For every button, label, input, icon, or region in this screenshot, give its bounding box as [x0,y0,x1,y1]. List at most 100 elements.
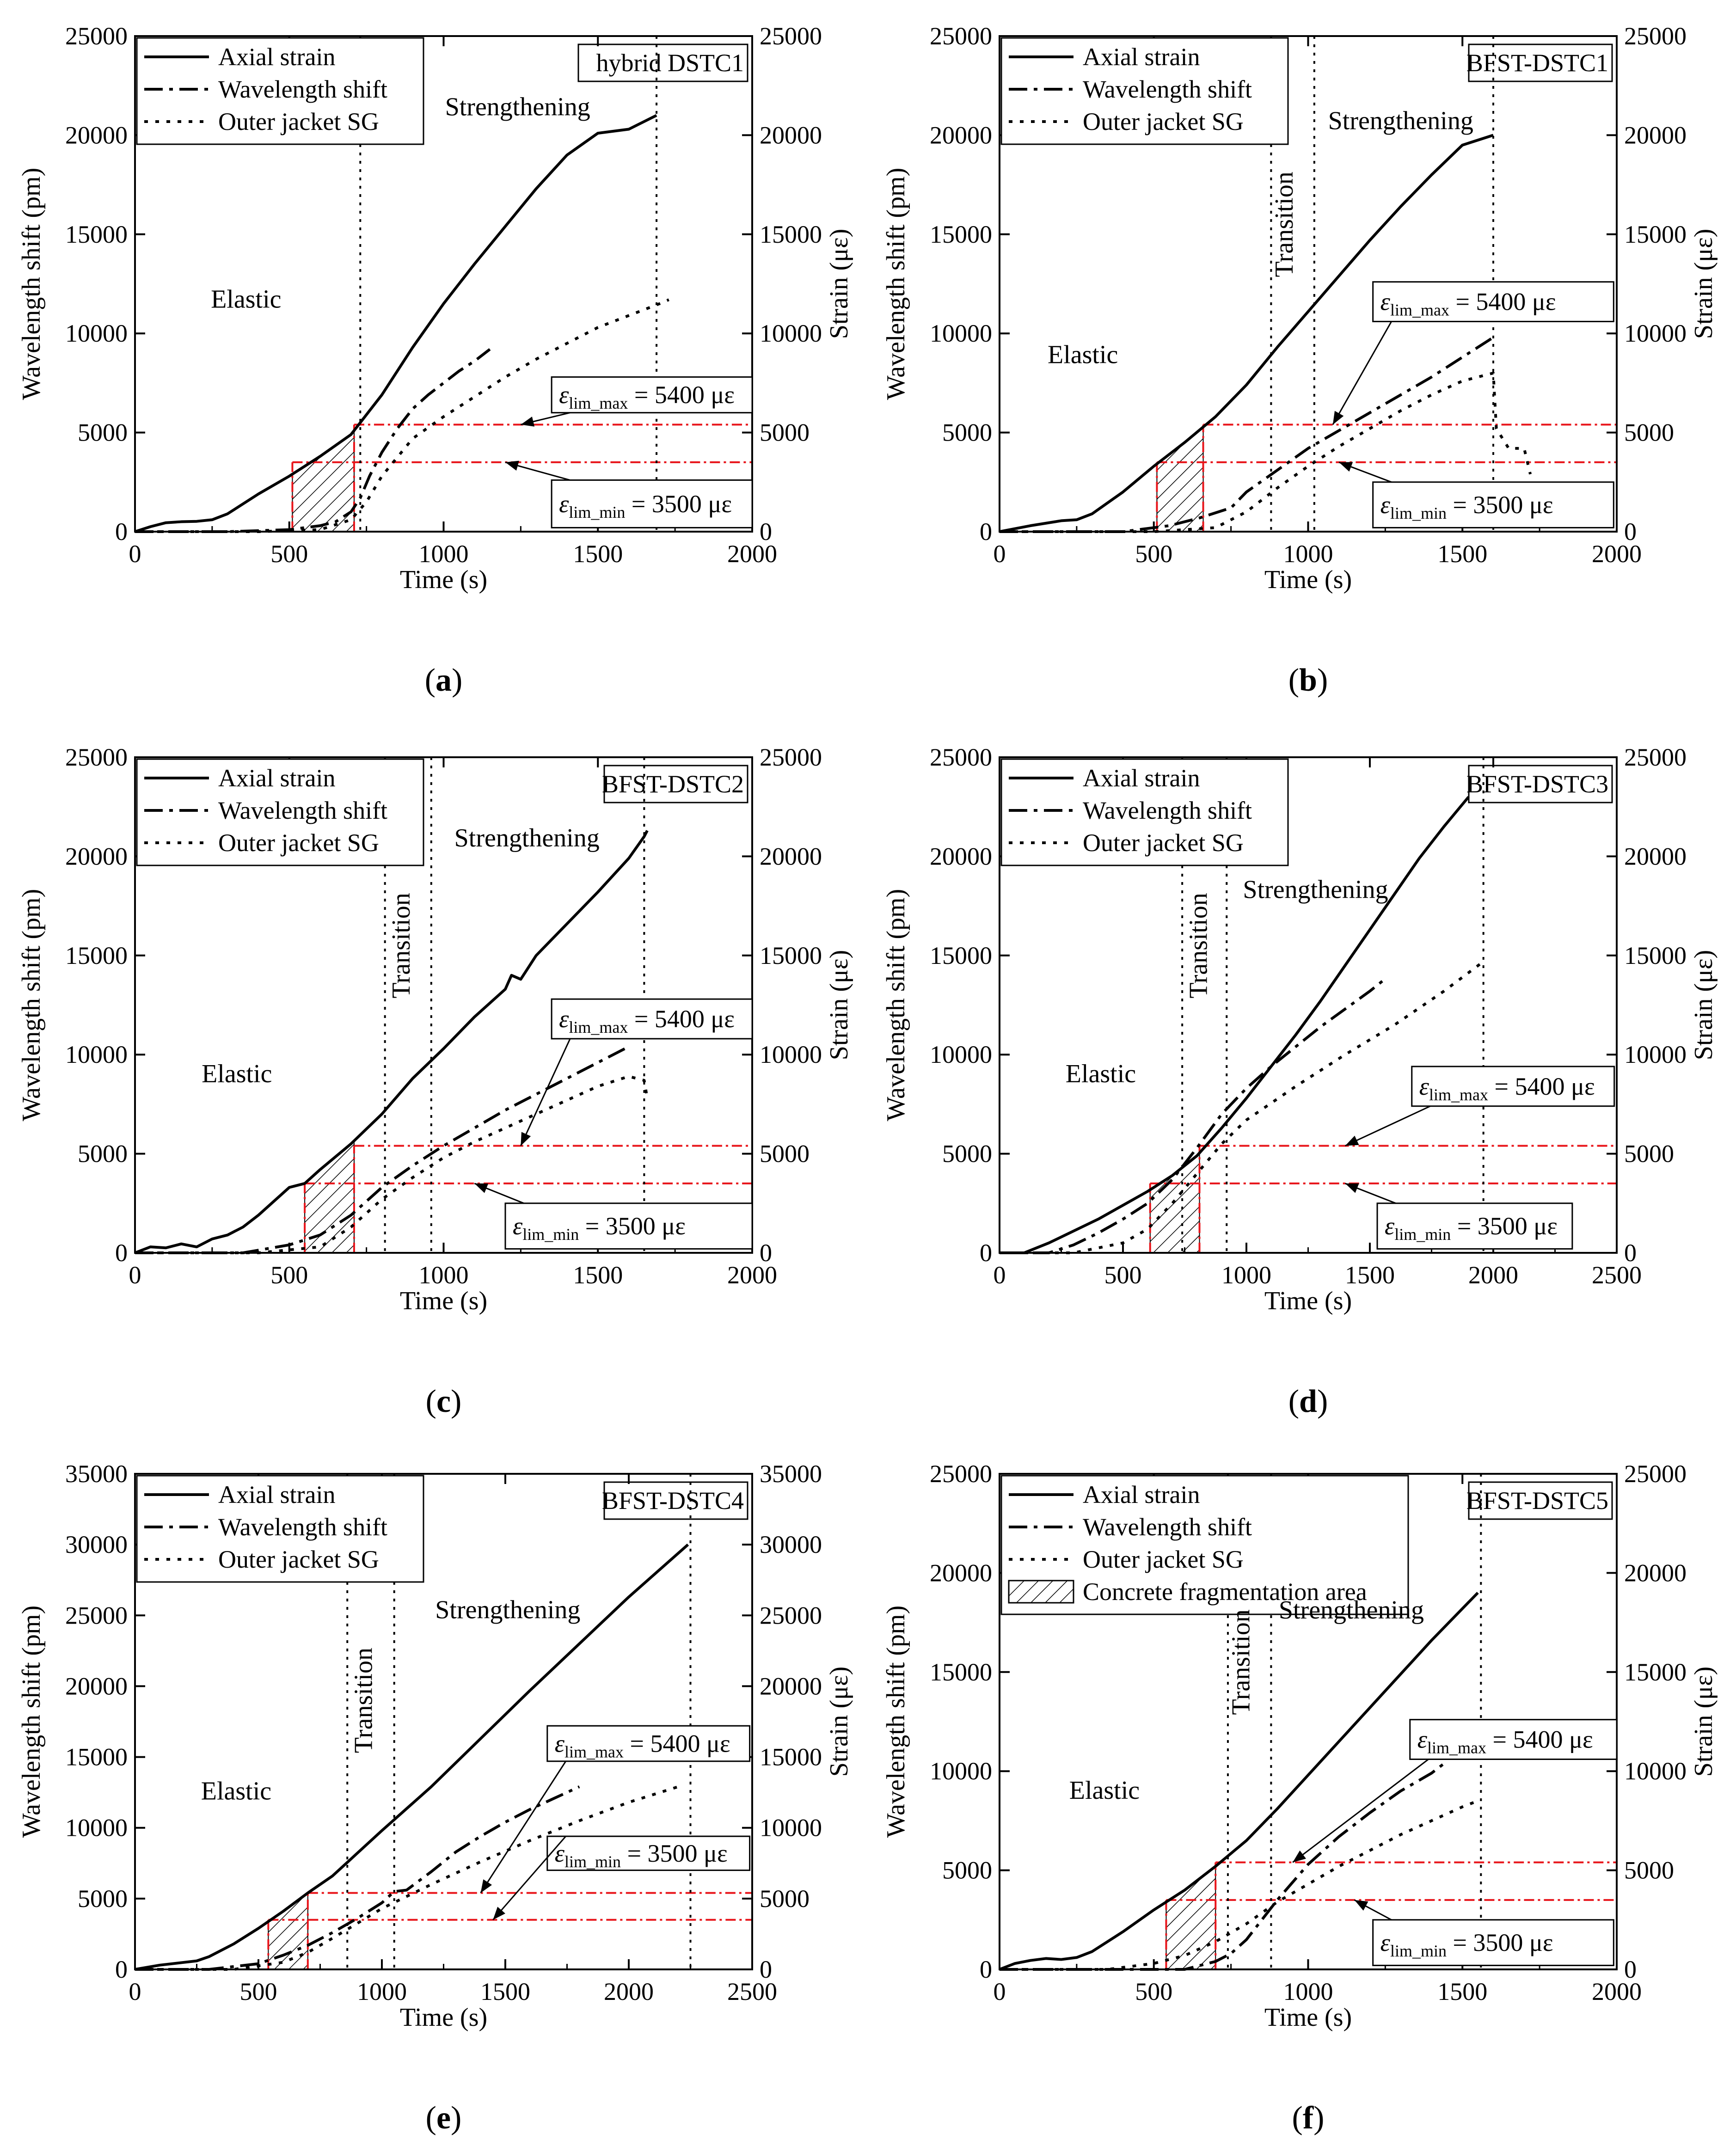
specimen-title-box [1468,1481,1613,1520]
series-wavelength-shift [135,348,491,533]
eps-box [1372,481,1614,528]
panel-caption-b: (b) [1288,662,1328,698]
x-tick-label: 0 [129,1978,141,2005]
legend: Axial strain Wavelength shift Outer jacket… [1000,1475,1409,1615]
y-tick-label-left: 25000 [65,1601,128,1629]
eps-arrowhead [480,1879,492,1893]
y-tick-label-right: 20000 [760,842,822,870]
specimen-title: BFST-DSTC5 [1466,1487,1608,1514]
eps-text: εlim_max = 5400 με [1419,1073,1595,1104]
eps-arrowhead [493,1907,505,1920]
region-label: Strengthening [1243,875,1388,904]
series-axial-strain [135,1543,689,1971]
legend-swatch-hatch [1008,1580,1074,1604]
y-tick-label-left: 20000 [65,1672,128,1700]
x-tick-label: 0 [129,1261,141,1289]
y-tick-label-left: 30000 [65,1531,128,1558]
x-tick-label: 1500 [1437,540,1487,568]
legend-label: Axial strain [218,764,335,792]
y-axis-label-right: Strain (με) [1689,950,1718,1061]
series-axial-strain [999,134,1494,533]
specimen-title: BFST-DSTC2 [602,770,744,798]
eps-arrow [1332,321,1392,425]
x-tick-label: 0 [994,1978,1006,2005]
y-tick-label-right: 15000 [760,1743,822,1771]
y-tick-label-left: 35000 [65,1460,128,1488]
series-wavelength-shift [1000,978,1386,1254]
legend-label: Wavelength shift [218,75,387,103]
y-tick-label-left: 10000 [930,1041,992,1068]
specimen-title: BFST-DSTC4 [602,1487,744,1514]
legend-label: Wavelength shift [1083,797,1252,824]
x-tick-label: 1500 [1437,1978,1487,2005]
y-tick-label-right: 20000 [760,121,822,149]
eps-text: εlim_max = 5400 με [555,1729,730,1761]
eps-lim-min-annotation: εlim_min = 3500 με [492,1835,751,1920]
y-axis-label-left: Wavelength shift (pm) [882,889,910,1121]
x-axis-label: Time (s) [1264,2003,1352,2032]
legend-label: Axial strain [1083,43,1200,71]
legend-label: Wavelength shift [218,797,387,824]
y-tick-label-left: 5000 [942,1857,992,1884]
region-label: Strengthening [445,93,590,122]
series-axial-strain [134,830,649,1254]
y-axis-label-left: Wavelength shift (pm) [882,168,910,400]
y-tick-label-left: 5000 [78,1885,128,1913]
y-tick-label-right: 10000 [760,1041,822,1068]
legend-label: Wavelength shift [1083,1513,1252,1541]
y-tick-label-right: 10000 [760,1814,822,1842]
specimen-title-box [577,43,748,82]
eps-box [546,1835,751,1871]
eps-box [504,1202,753,1250]
eps-arrowhead [474,1183,489,1193]
eps-lim-max-annotation: εlim_max = 5400 με [521,376,753,427]
series-wavelength-shift [135,1785,580,1971]
x-tick-label: 1000 [419,1261,469,1289]
eps-arrow [492,1836,566,1920]
y-tick-label-right: 10000 [1624,1757,1687,1785]
y-axis-label-right: Strain (με) [1689,229,1718,339]
y-tick-label-left: 0 [980,518,992,546]
panel-caption-a: (a) [424,662,463,698]
region-label: Transition [1184,893,1213,998]
y-tick-label-right: 20000 [1624,121,1687,149]
eps-arrowhead [1345,1183,1359,1193]
y-tick-label-right: 15000 [1624,942,1687,969]
legend: Axial strain Wavelength shift Outer jacket… [136,758,424,866]
y-tick-label-left: 25000 [65,743,128,771]
region-label: Transition [1270,172,1299,277]
y-tick-label-left: 15000 [65,1743,128,1771]
eps-arrowhead [1354,1900,1368,1911]
region-label: Elastic [202,1060,272,1088]
series-wavelength-shift [1000,336,1494,533]
x-tick-label: 1500 [1345,1261,1395,1289]
chart-panel-a: 0 500 1000 1500 2000 0 0 5000 5000 10000 10000 1500… [0,0,865,656]
y-tick-label-right: 25000 [760,22,822,50]
y-tick-label-right: 10000 [1624,1041,1687,1068]
x-tick-label: 500 [1135,540,1172,568]
series-outer-jacket-sg [1000,371,1532,533]
y-tick-label-left: 5000 [942,1140,992,1168]
y-tick-label-left: 10000 [65,1041,128,1068]
legend-label: Outer jacket SG [218,108,379,135]
legend-label: Axial strain [218,43,335,71]
eps-text: εlim_max = 5400 με [1380,288,1556,319]
x-axis-label: Time (s) [400,565,487,594]
x-tick-label: 2500 [1592,1261,1642,1289]
eps-lim-min-annotation: εlim_min = 3500 με [505,460,753,528]
eps-box [1372,281,1614,322]
eps-box [1411,1066,1615,1107]
x-tick-label: 1000 [357,1978,407,2005]
eps-lim-min-annotation: εlim_min = 3500 με [474,1183,753,1250]
y-tick-label-right: 25000 [760,1601,822,1629]
x-tick-label: 2000 [1468,1261,1518,1289]
panel-caption-d: (d) [1288,1384,1328,1419]
eps-lim-min-annotation: εlim_min = 3500 με [1345,1183,1573,1250]
legend-label: Outer jacket SG [1083,1545,1244,1573]
x-tick-label: 0 [994,1261,1006,1289]
x-axis-label: Time (s) [400,2003,487,2032]
y-tick-label-left: 20000 [930,842,992,870]
eps-arrow [520,1038,571,1147]
